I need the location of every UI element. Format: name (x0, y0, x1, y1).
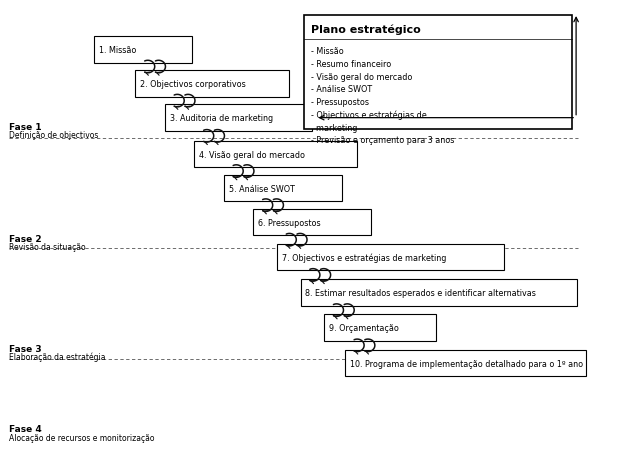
Text: 2. Objectivos corporativos: 2. Objectivos corporativos (140, 80, 246, 89)
Text: Elaboração da estratégia: Elaboração da estratégia (9, 352, 105, 362)
Text: Revisão da situação: Revisão da situação (9, 242, 85, 251)
Text: - Missão: - Missão (311, 47, 344, 56)
Text: - Visão geral do mercado: - Visão geral do mercado (311, 73, 412, 82)
FancyBboxPatch shape (303, 17, 572, 130)
Text: Fase 1: Fase 1 (9, 123, 41, 132)
Text: - Previsão e orçamento para 3 anos: - Previsão e orçamento para 3 anos (311, 136, 454, 145)
Text: 1. Missão: 1. Missão (99, 46, 136, 55)
FancyBboxPatch shape (345, 350, 585, 376)
FancyBboxPatch shape (136, 71, 289, 98)
FancyBboxPatch shape (254, 210, 371, 236)
Text: 5. Análise SWOT: 5. Análise SWOT (229, 184, 295, 193)
Text: Plano estratégico: Plano estratégico (311, 24, 420, 35)
Text: Fase 2: Fase 2 (9, 234, 41, 243)
FancyBboxPatch shape (324, 315, 436, 341)
FancyBboxPatch shape (301, 280, 577, 306)
Text: 7. Objectivos e estratégias de marketing: 7. Objectivos e estratégias de marketing (282, 253, 446, 263)
Text: 8. Estimar resultados esperados e identificar alternativas: 8. Estimar resultados esperados e identi… (305, 289, 536, 297)
Text: - Pressupostos: - Pressupostos (311, 98, 369, 107)
Text: Fase 4: Fase 4 (9, 425, 41, 433)
FancyBboxPatch shape (224, 175, 342, 202)
Text: 9. Orçamentação: 9. Orçamentação (329, 324, 399, 332)
Text: - Análise SWOT: - Análise SWOT (311, 85, 372, 94)
Text: Definição de objectivos: Definição de objectivos (9, 131, 98, 140)
FancyBboxPatch shape (94, 37, 192, 63)
Text: Fase 3: Fase 3 (9, 344, 41, 353)
Text: 6. Pressupostos: 6. Pressupostos (258, 218, 321, 227)
Text: Alocação de recursos e monitorização: Alocação de recursos e monitorização (9, 433, 154, 442)
FancyBboxPatch shape (165, 105, 313, 132)
FancyBboxPatch shape (195, 141, 357, 168)
Text: marketing: marketing (311, 123, 357, 132)
Text: 3. Auditoria de marketing: 3. Auditoria de marketing (170, 114, 273, 123)
Text: - Objectivos e estratégias de: - Objectivos e estratégias de (311, 111, 426, 120)
FancyBboxPatch shape (277, 245, 504, 271)
Text: 4. Visão geral do mercado: 4. Visão geral do mercado (199, 150, 305, 159)
Text: - Resumo financeiro: - Resumo financeiro (311, 60, 391, 69)
Text: 10. Programa de implementação detalhado para o 1º ano: 10. Programa de implementação detalhado … (350, 359, 583, 368)
